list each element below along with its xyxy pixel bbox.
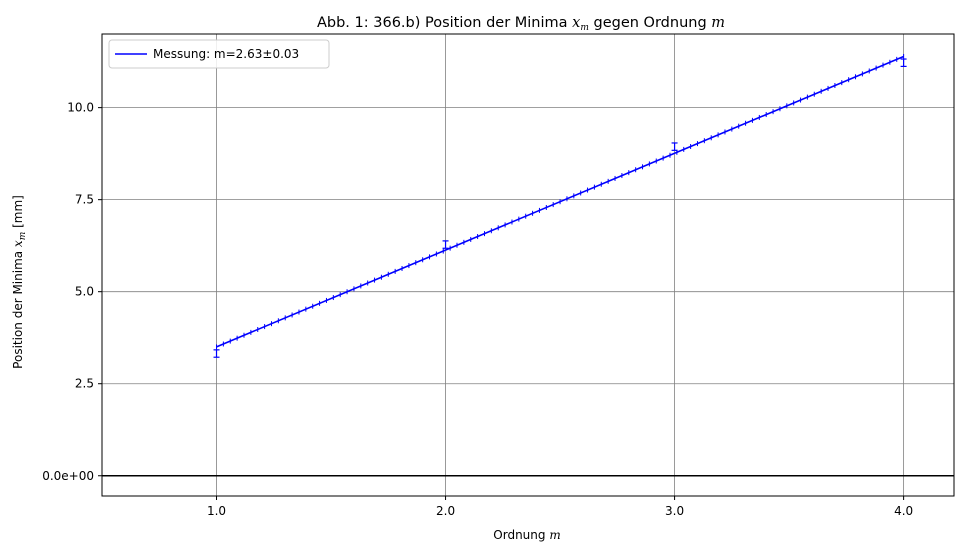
x-tick-label: 4.0 bbox=[894, 504, 913, 518]
grid bbox=[102, 34, 954, 496]
legend-label: Messung: m=2.63±0.03 bbox=[153, 47, 299, 61]
y-axis-label-sub: m bbox=[18, 232, 28, 241]
y-tick-label: 0.0e+00 bbox=[42, 469, 94, 483]
chart-title-var: x bbox=[572, 15, 580, 31]
y-axis-label: Position der Minima xm [mm] bbox=[11, 195, 28, 369]
chart-title-sub: m bbox=[580, 23, 589, 33]
series-group bbox=[213, 53, 907, 358]
chart-title-var2: m bbox=[711, 15, 725, 31]
y-tick-label: 10.0 bbox=[67, 101, 94, 115]
chart-title-middle: gegen Ordnung bbox=[589, 15, 711, 31]
y-tick-label: 5.0 bbox=[75, 285, 94, 299]
chart-title: Abb. 1: 366.b) Position der Minima xm ge… bbox=[317, 15, 725, 33]
y-axis-label-var: x bbox=[11, 240, 25, 247]
x-axis-ticks: 1.0 2.0 3.0 4.0 bbox=[207, 496, 913, 518]
legend: Messung: m=2.63±0.03 bbox=[108, 39, 330, 69]
x-axis-label-var: m bbox=[549, 528, 560, 542]
y-tick-label: 7.5 bbox=[75, 193, 94, 207]
x-tick-label: 1.0 bbox=[207, 504, 226, 518]
y-axis-label-unit: [mm] bbox=[11, 195, 25, 232]
legend-box bbox=[108, 39, 330, 69]
y-axis-label-text: Position der Minima bbox=[11, 247, 25, 369]
x-tick-label: 2.0 bbox=[436, 504, 455, 518]
y-tick-label: 2.5 bbox=[75, 377, 94, 391]
y-axis-ticks: 0.0e+00 2.5 5.0 7.5 10.0 bbox=[42, 101, 102, 483]
x-tick-label: 3.0 bbox=[665, 504, 684, 518]
x-axis-label: Ordnung m bbox=[493, 528, 560, 542]
x-axis-label-text: Ordnung bbox=[493, 528, 549, 542]
chart-title-prefix: Abb. 1: 366.b) Position der Minima bbox=[317, 15, 572, 31]
plot-frame bbox=[101, 33, 955, 497]
